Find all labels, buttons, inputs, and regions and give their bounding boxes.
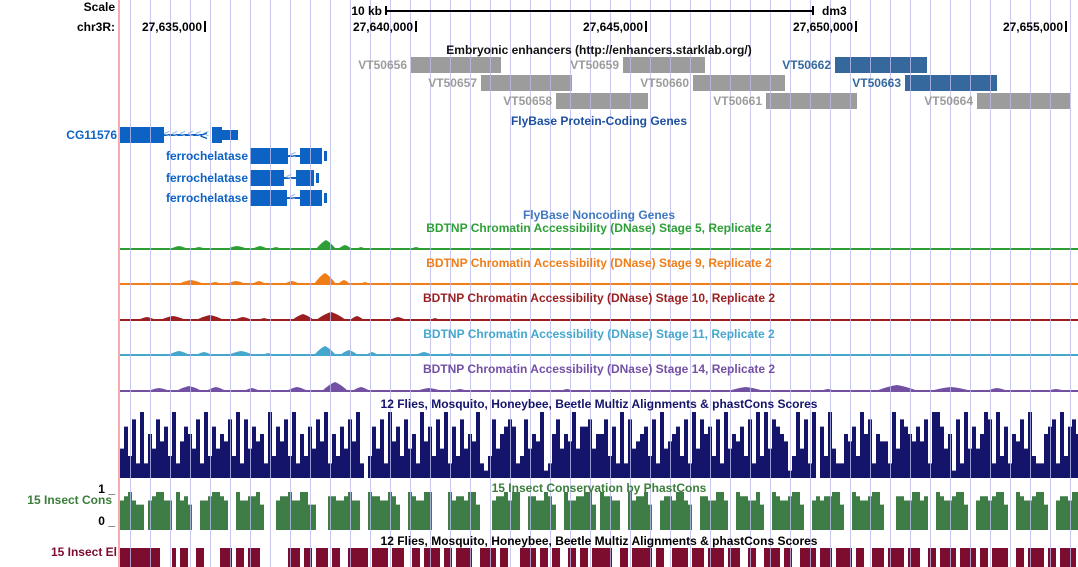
gene-strand-arrows-icon: < bbox=[286, 172, 294, 183]
ruler-coordinate-tick bbox=[204, 21, 206, 32]
enhancer-label-vt50659[interactable]: VT50659 bbox=[570, 58, 619, 72]
gene-label[interactable]: ferrochelatase bbox=[165, 191, 248, 205]
scale-bar-right-tick bbox=[812, 6, 814, 15]
bdtnp-signal-stage5[interactable] bbox=[120, 240, 1078, 250]
phastcons-left-label[interactable]: 15 Insect Cons bbox=[27, 493, 112, 507]
bdtnp-track-title-stage14[interactable]: BDTNP Chromatin Accessibility (DNase) St… bbox=[422, 362, 776, 376]
ruler-coordinate-label: 27,650,000 bbox=[792, 20, 853, 34]
bdtnp-signal-stage11[interactable] bbox=[120, 346, 1078, 356]
insect-el-left-label[interactable]: 15 Insect El bbox=[50, 545, 117, 559]
bdtnp-track-title-stage11[interactable]: BDTNP Chromatin Accessibility (DNase) St… bbox=[423, 327, 775, 341]
gene-strand-arrows-icon: <<<<<< bbox=[164, 129, 212, 140]
enhancer-label-vt50658[interactable]: VT50658 bbox=[503, 94, 552, 108]
enhancer-label-vt50660[interactable]: VT50660 bbox=[640, 76, 689, 90]
bdtnp-track-title-stage5[interactable]: BDTNP Chromatin Accessibility (DNase) St… bbox=[426, 221, 772, 235]
multiz-track-title[interactable]: 12 Flies, Mosquito, Honeybee, Beetle Mul… bbox=[380, 397, 818, 411]
gene-strand-arrow-icon: < bbox=[200, 128, 208, 143]
ruler-coordinate-label: 27,640,000 bbox=[352, 20, 413, 34]
scale-bar-left-tick bbox=[385, 6, 387, 15]
bdtnp-signal-stage14[interactable] bbox=[120, 382, 1078, 392]
bdtnp-track-title-stage10[interactable]: BDTNP Chromatin Accessibility (DNase) St… bbox=[422, 291, 776, 305]
enhancers-track-title[interactable]: Embryonic enhancers (http://enhancers.st… bbox=[446, 43, 752, 57]
enhancer-label-vt50662[interactable]: VT50662 bbox=[782, 58, 831, 72]
phastcons-axis-min: 0 _ bbox=[98, 514, 115, 528]
enhancer-label-vt50663[interactable]: VT50663 bbox=[852, 76, 901, 90]
ruler-coordinate-label: 27,635,000 bbox=[141, 20, 202, 34]
phastcons-axis-max: 1 _ bbox=[98, 482, 115, 496]
ruler-coordinate-label: 27,645,000 bbox=[582, 20, 643, 34]
gene-label[interactable]: ferrochelatase bbox=[165, 171, 248, 185]
gene-label[interactable]: CG11576 bbox=[66, 128, 117, 142]
chromosome-label: chr3R: bbox=[76, 20, 115, 34]
multiz-track-title-2[interactable]: 12 Flies, Mosquito, Honeybee, Beetle Mul… bbox=[380, 534, 818, 548]
multiz-alignment-histogram[interactable] bbox=[120, 412, 1078, 478]
ruler-coordinate-label: 27,655,000 bbox=[1002, 20, 1063, 34]
ruler-coordinate-tick bbox=[1065, 21, 1067, 32]
phastcons-track-title[interactable]: 15 Insect Conservation by PhastCons bbox=[491, 481, 707, 495]
gene-strand-arrows-icon: < bbox=[290, 150, 298, 161]
enhancer-label-vt50657[interactable]: VT50657 bbox=[428, 76, 477, 90]
phastcons-histogram[interactable] bbox=[120, 492, 1078, 530]
window-left-guideline bbox=[118, 0, 120, 567]
enhancer-label-vt50656[interactable]: VT50656 bbox=[358, 58, 407, 72]
flybase-noncoding-track-title[interactable]: FlyBase Noncoding Genes bbox=[522, 208, 676, 222]
enhancer-label-vt50664[interactable]: VT50664 bbox=[924, 94, 973, 108]
scale-bar bbox=[385, 10, 814, 12]
ruler-coordinate-tick bbox=[415, 21, 417, 32]
assembly-label: dm3 bbox=[822, 4, 847, 18]
flybase-pcg-track-title[interactable]: FlyBase Protein-Coding Genes bbox=[510, 114, 688, 128]
enhancer-label-vt50661[interactable]: VT50661 bbox=[713, 94, 762, 108]
ruler-size-label: 10 kb bbox=[351, 4, 382, 18]
insect-el-elements[interactable] bbox=[120, 548, 1076, 567]
ruler-coordinate-tick bbox=[855, 21, 857, 32]
gene-label[interactable]: ferrochelatase bbox=[165, 149, 248, 163]
bdtnp-track-title-stage9[interactable]: BDTNP Chromatin Accessibility (DNase) St… bbox=[426, 256, 772, 270]
gene-strand-arrows-icon: < bbox=[289, 192, 298, 203]
scale-label: Scale bbox=[83, 0, 115, 14]
bdtnp-signal-stage10[interactable] bbox=[120, 312, 1078, 321]
bdtnp-signal-stage9[interactable] bbox=[120, 273, 1078, 285]
ruler-coordinate-tick bbox=[645, 21, 647, 32]
